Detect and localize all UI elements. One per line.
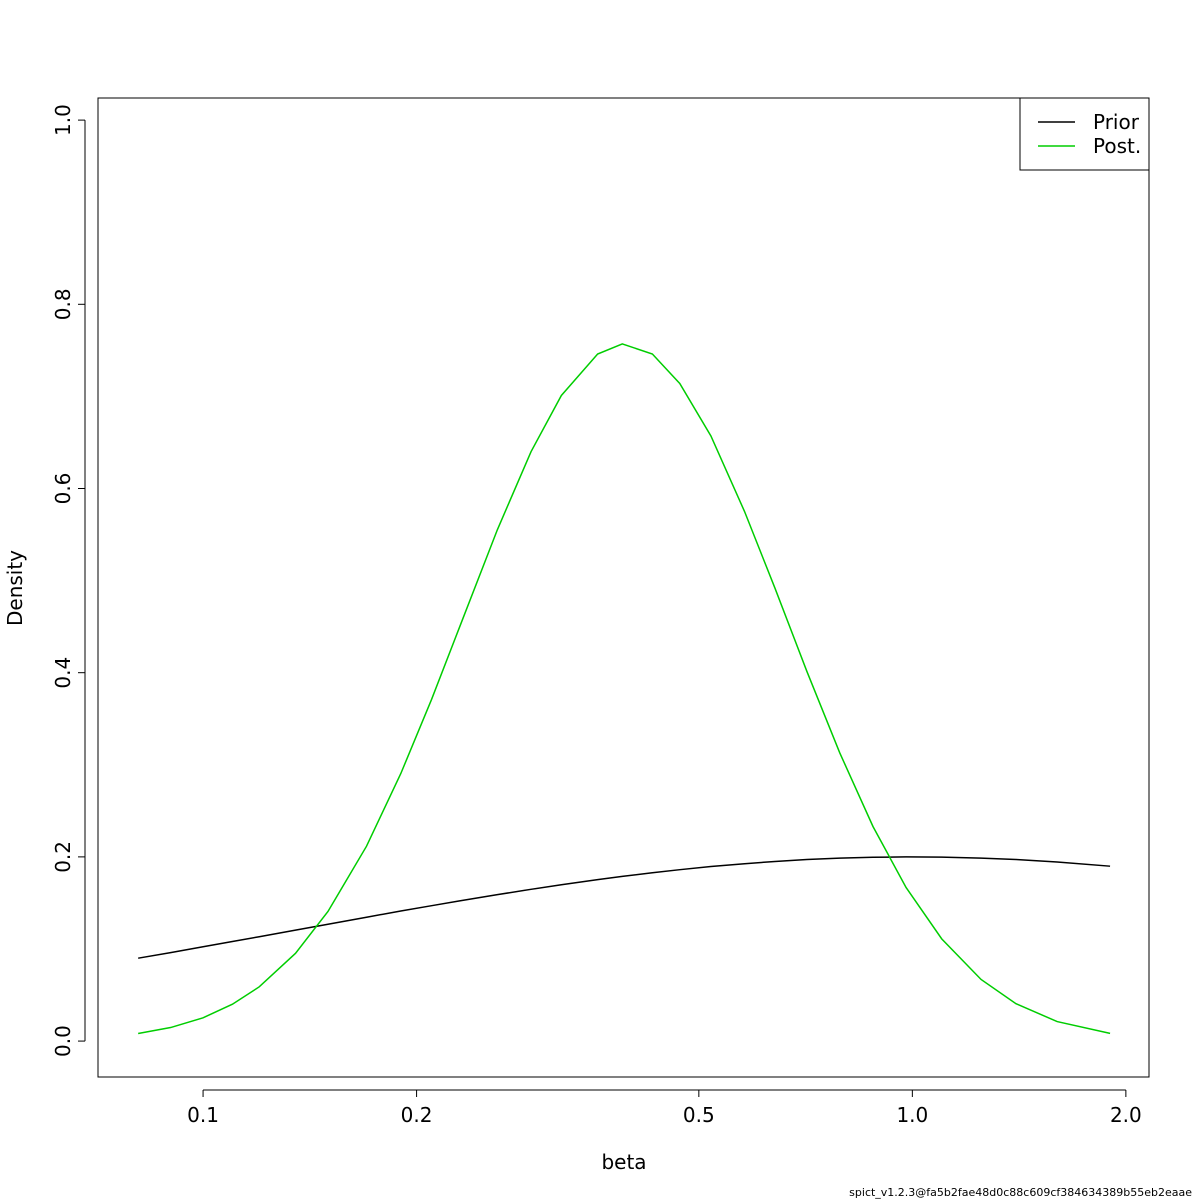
y-axis-label: Density [3,550,27,626]
x-axis-label: beta [601,1150,646,1174]
x-tick-label: 2.0 [1110,1103,1142,1127]
legend-box [1019,97,1150,171]
legend-label: Post. [1093,134,1141,158]
y-tick-label: 0.6 [51,473,75,505]
y-tick-label: 1.0 [51,104,75,136]
series-line [138,856,1111,959]
x-tick-label: 0.2 [401,1103,433,1127]
plot-frame [97,97,1150,1078]
y-tick-label: 0.4 [51,657,75,689]
series-line [138,343,1111,1035]
x-tick-label: 0.5 [683,1103,715,1127]
y-tick-label: 0.8 [51,288,75,320]
y-tick-label: 0.2 [51,841,75,873]
legend-label: Prior [1093,110,1140,134]
footnote: spict_v1.2.3@fa5b2fae48d0c88c609cf384634… [849,1186,1192,1199]
x-tick-label: 1.0 [896,1103,928,1127]
y-tick-label: 0.0 [51,1025,75,1057]
x-tick-label: 0.1 [187,1103,219,1127]
